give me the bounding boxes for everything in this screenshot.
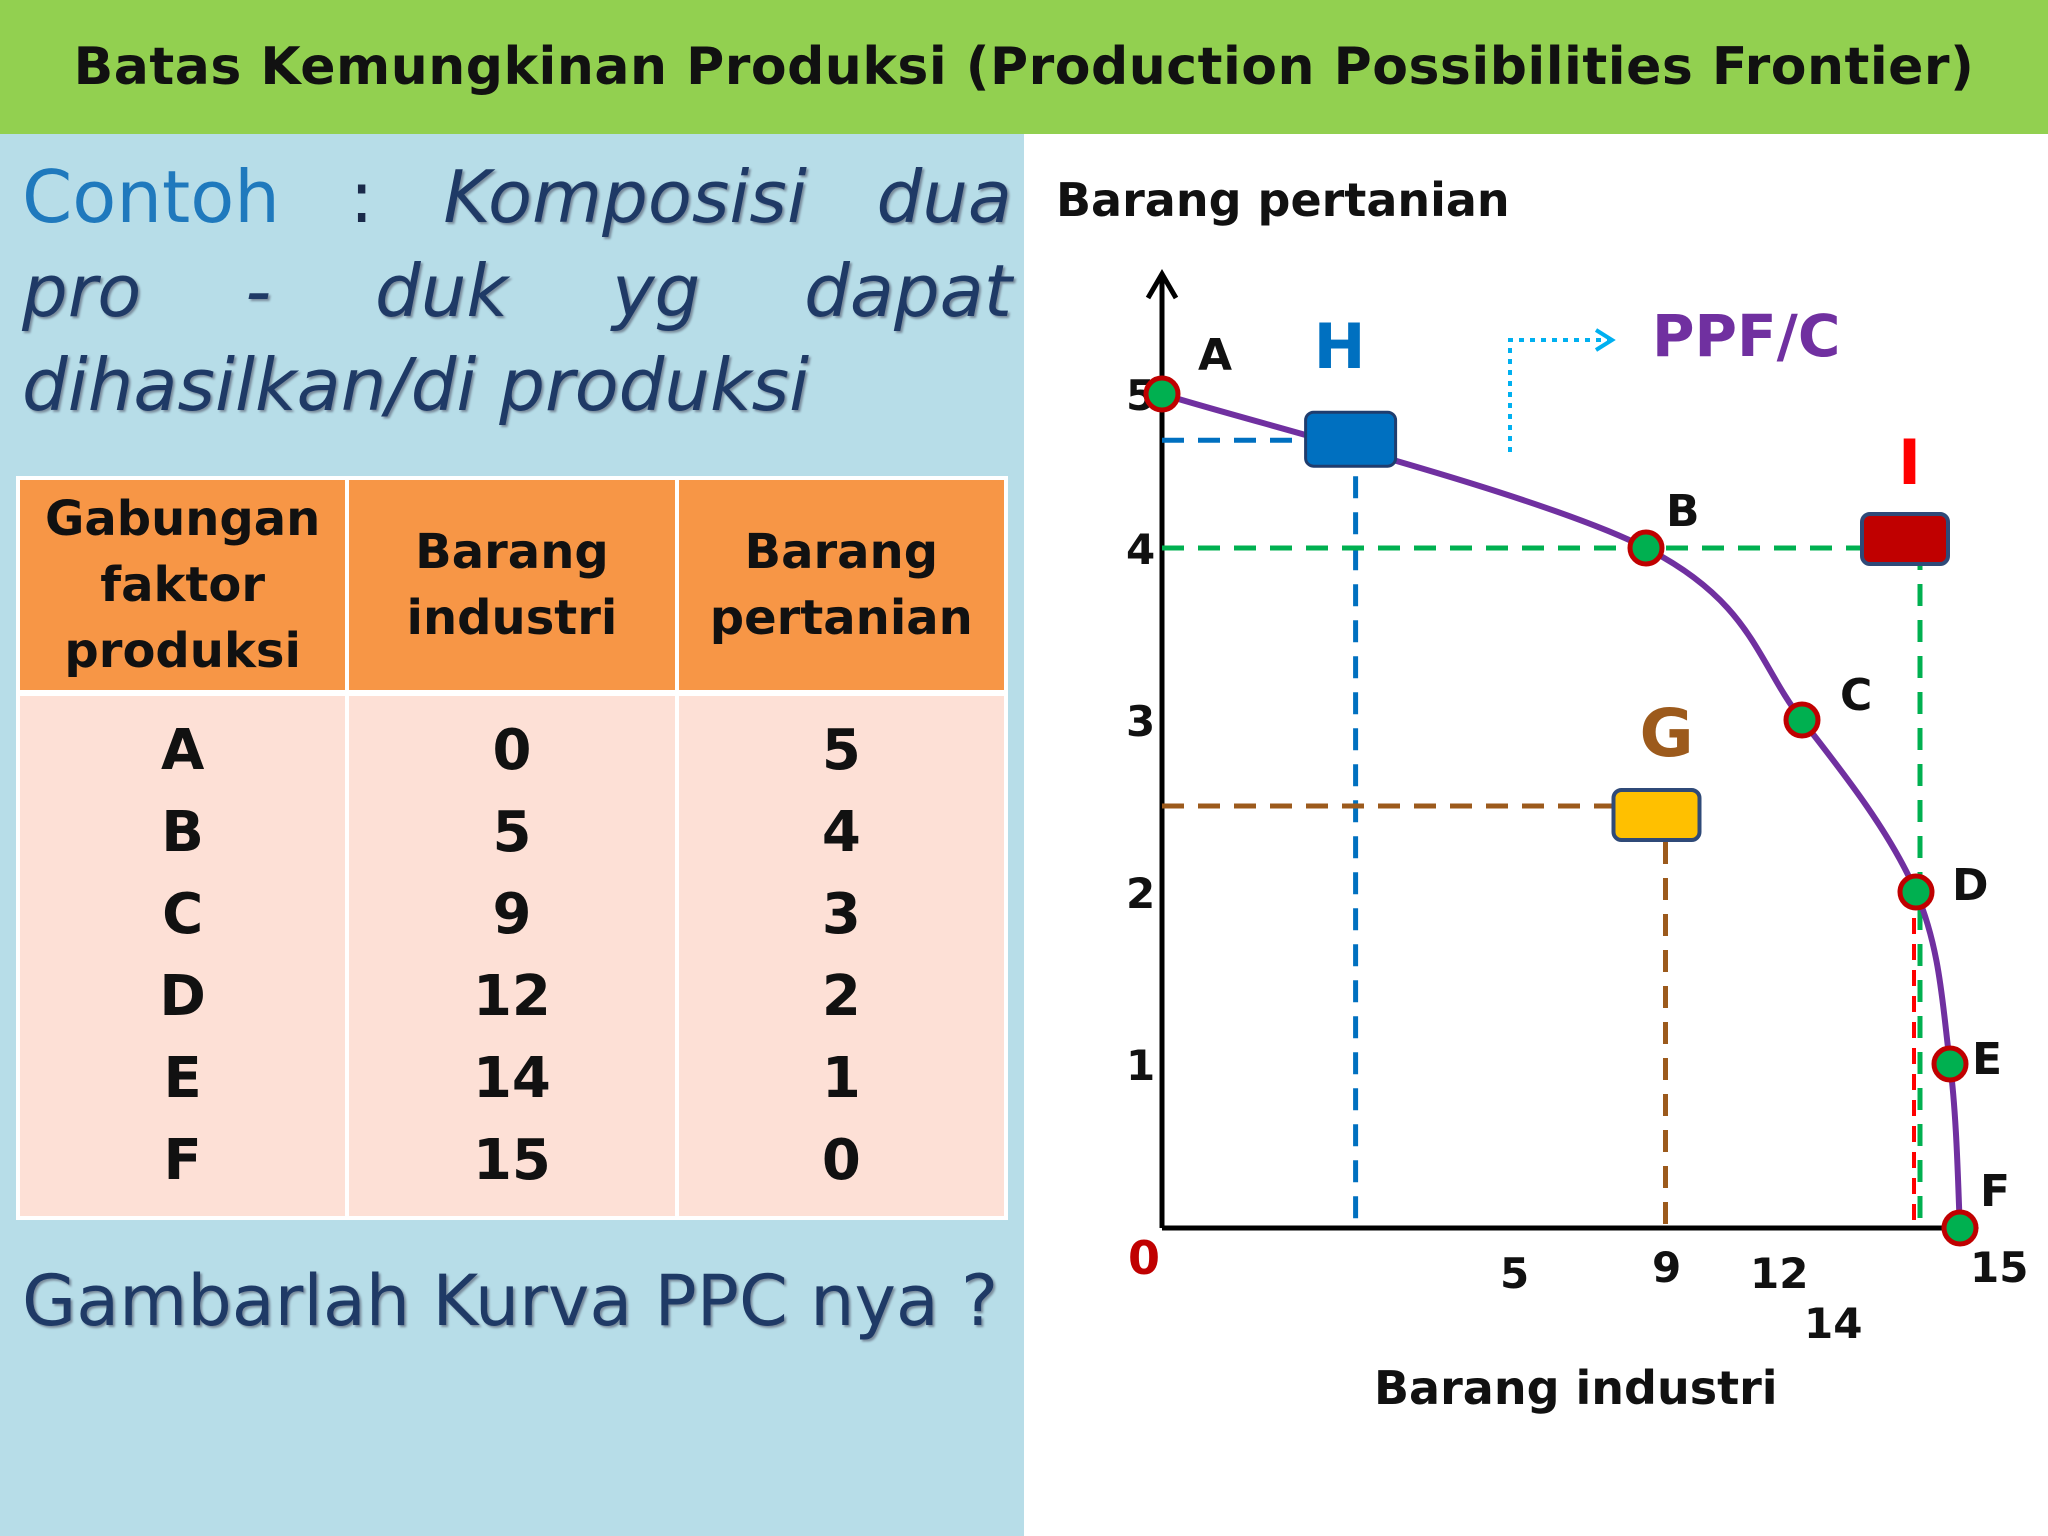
data-point [1897,873,1935,911]
x-tick-label: 15 [1970,1243,2028,1292]
data-point [1931,1045,1969,1083]
data-table: Gabungan faktor produksi Barang industri… [15,476,1009,1220]
header-bar: Batas Kemungkinan Produksi (Production P… [0,0,2048,134]
y-tick-label: 4 [1126,525,1155,574]
table-cell: B [15,792,350,874]
g-marker [1611,788,1702,842]
table-row: E 14 1 [15,1038,1009,1120]
table-cell: 15 [345,1120,679,1220]
table-cell: E [15,1038,350,1120]
table-cell: D [15,956,350,1038]
g-marker-label: G [1640,695,1694,772]
ppf-label-pointer [1508,338,1608,452]
table-cell: 1 [674,1038,1009,1120]
x-tick-label: 14 [1804,1299,1862,1348]
table-cell: 0 [674,1120,1009,1220]
data-point [1783,701,1821,739]
example-label: Contoh [22,155,280,239]
x-tick-label: 9 [1652,1243,1681,1292]
table-cell: 9 [345,874,679,956]
table-cell: 14 [345,1038,679,1120]
i-marker [1860,512,1950,566]
table-row: A 0 5 [15,690,1009,792]
origin-label: 0 [1128,1231,1160,1285]
table-row: C 9 3 [15,874,1009,956]
table-header: Barang industri [345,476,679,695]
curve-label: PPF/C [1652,302,1840,370]
table-cell: 3 [674,874,1009,956]
y-axis-arrow-icon [1145,269,1179,300]
table-cell: C [15,874,350,956]
y-tick-label: 2 [1126,869,1155,918]
table-header: Barang pertanian [674,476,1009,695]
table-cell: 12 [345,956,679,1038]
x-axis-label: Barang industri [1374,1361,1778,1415]
table-header-row: Gabungan faktor produksi Barang industri… [15,476,1009,695]
ppf-curve [1161,391,1963,1229]
ppf-pointer-arrow-icon [1594,328,1616,352]
point-label: C [1840,670,1872,721]
table-header: Gabungan faktor produksi [15,476,350,695]
example-body: Komposisi dua pro - duk yg dapat dihasil… [22,155,1012,427]
y-tick-label: 3 [1126,697,1155,746]
point-label: B [1666,486,1700,537]
data-point [1143,375,1181,413]
page-title: Batas Kemungkinan Produksi (Production P… [73,37,1975,97]
x-tick-label: 5 [1500,1249,1529,1298]
table-row: B 5 4 [15,792,1009,874]
example-colon: : [349,155,374,239]
h-marker [1304,410,1398,468]
data-point [1941,1209,1979,1247]
table-cell: 4 [674,792,1009,874]
y-tick-label: 1 [1126,1041,1155,1090]
point-label: D [1952,860,1989,911]
table-cell: A [15,690,350,792]
table-cell: 5 [345,792,679,874]
x-tick-label: 12 [1750,1249,1808,1298]
data-point [1627,529,1665,567]
table-cell: 2 [674,956,1009,1038]
table-cell: 0 [345,690,679,792]
i-marker-label: I [1898,426,1921,499]
y-axis-label: Barang pertanian [1056,173,1510,227]
table-row: D 12 2 [15,956,1009,1038]
example-text: Contoh : Komposisi dua pro - duk yg dapa… [22,150,1012,432]
table-row: F 15 0 [15,1120,1009,1220]
h-marker-label: H [1314,310,1366,383]
table-cell: F [15,1120,350,1220]
point-label: A [1198,330,1232,381]
table-cell: 5 [674,690,1009,792]
right-panel [1024,134,2048,1536]
point-label: F [1980,1166,2010,1217]
question-text: Gambarlah Kurva PPC nya ? [22,1260,999,1342]
point-label: E [1972,1034,2002,1085]
